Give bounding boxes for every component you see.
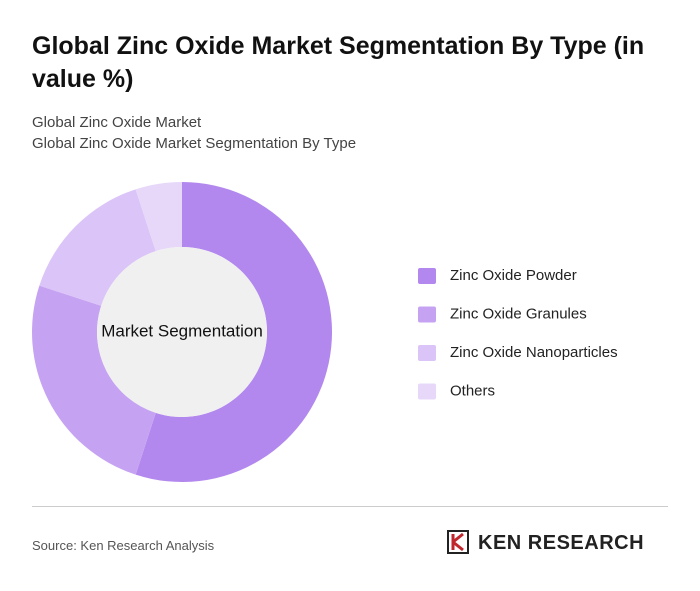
legend-swatch	[418, 306, 436, 323]
divider	[32, 506, 668, 507]
brand: KEN RESEARCH	[478, 532, 645, 554]
donut-slice	[32, 285, 156, 475]
donut-slice	[39, 189, 156, 306]
legend-label: Zinc Oxide Powder	[450, 267, 577, 284]
logo	[447, 530, 469, 554]
subtitle: Global Zinc Oxide Market	[32, 114, 202, 131]
donut-slice	[135, 182, 332, 482]
legend-swatch	[418, 345, 436, 361]
legend-swatch	[418, 383, 436, 400]
source: Source: Ken Research Analysis	[32, 538, 215, 553]
donut-slice	[135, 182, 182, 252]
subtitle: Global Zinc Oxide Market Segmentation By…	[32, 135, 357, 152]
center-label: Market Segmentation	[101, 321, 263, 340]
chart-title: Global Zinc Oxide Market Segmentation By…	[32, 32, 645, 93]
legend-label: Zinc Oxide Granules	[450, 305, 587, 322]
legend-label: Zinc Oxide Nanoparticles	[450, 344, 618, 361]
legend-swatch	[418, 268, 436, 284]
legend-label: Others	[450, 382, 495, 399]
donut-hole	[97, 247, 267, 417]
chart: Zinc Oxide Powder Zinc Oxide Granules Zinc…	[32, 182, 618, 482]
